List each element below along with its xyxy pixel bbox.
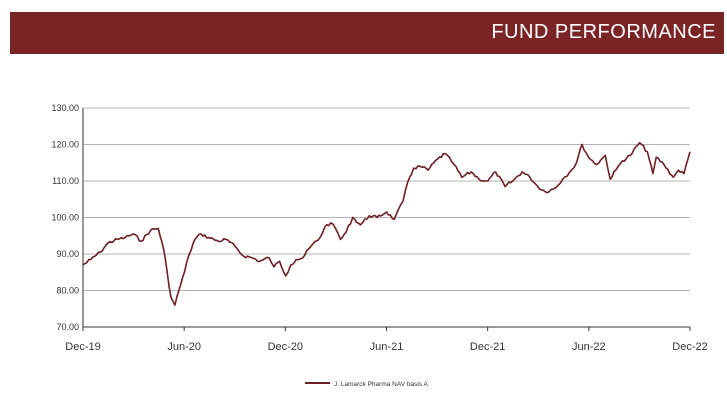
x-tick-label: Dec-22 [672, 341, 707, 353]
y-axis-ticks: 70.00 80.00 90.00 100.00 110.00 120.00 130.00 [51, 103, 79, 332]
y-tick-label: 70.00 [56, 322, 79, 332]
x-tick-label: Dec-21 [470, 341, 505, 353]
y-tick-label: 100.00 [51, 213, 79, 223]
y-tick-label: 80.00 [56, 286, 79, 296]
legend: J. Lamarck Pharma NAV basis A [305, 381, 428, 388]
line-chart: 70.0080.0090.00100.00110.00120.00130.00 … [51, 103, 708, 388]
y-tick-label: 110.00 [52, 176, 79, 186]
y-tick-label: 90.00 [56, 249, 79, 259]
series-layer [82, 141, 691, 306]
y-tick-label: 130.00 [51, 103, 79, 113]
series-line [82, 141, 691, 306]
fund-performance-chart: 70.00 80.00 90.00 100.00 110.00 120.00 130.00 … [0, 60, 727, 396]
x-tick-label: Jun-21 [370, 341, 404, 353]
gridlines [83, 107, 690, 291]
x-tick-label: Dec-20 [268, 341, 303, 353]
x-tick-label: Jun-22 [572, 341, 606, 353]
x-axis-ticks: Dec-19 Jun-20 Dec-20 Jun-21 Dec-21 Jun-22 Dec-… [65, 327, 708, 353]
x-tick-label: Dec-19 [65, 341, 100, 353]
x-tick-label: Jun-20 [167, 341, 201, 353]
page-title: FUND PERFORMANCE [491, 21, 716, 43]
legend-label: J. Lamarck Pharma NAV basis A [334, 381, 428, 388]
y-tick-label: 120.00 [51, 140, 79, 150]
header-banner: FUND PERFORMANCE [10, 12, 724, 54]
